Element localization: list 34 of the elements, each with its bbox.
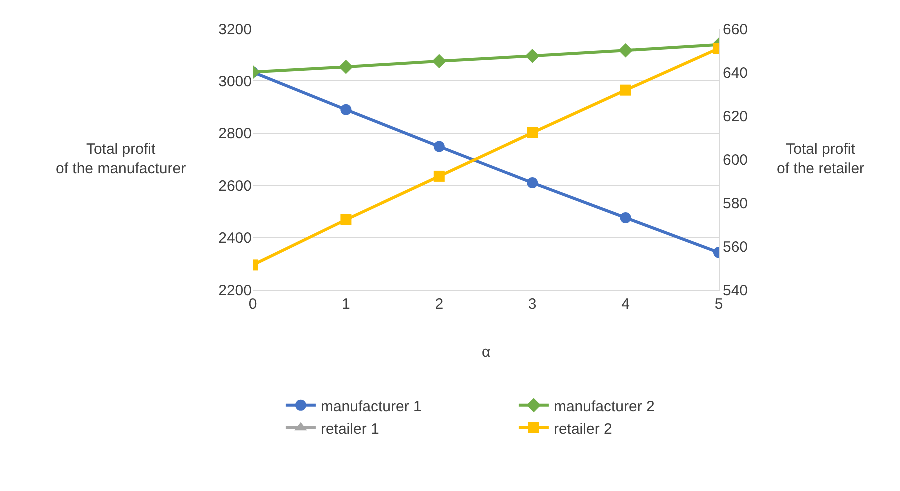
point	[618, 44, 633, 58]
point	[525, 48, 540, 64]
y-tick-label: 2600	[218, 178, 252, 195]
y2-tick-label: 600	[723, 152, 748, 169]
y2-tick-label: 640	[723, 64, 748, 82]
y2-axis-title: Total profit of the retailer	[777, 141, 865, 178]
point	[340, 104, 352, 116]
y2-tick-label: 620	[723, 108, 748, 126]
x-tick-label: 5	[714, 296, 724, 313]
x-tick-label: 2	[435, 296, 444, 313]
y-tick-label: 3000	[218, 73, 252, 90]
x-tick-label: 3	[528, 296, 537, 313]
legend-label: retailer 2	[554, 420, 612, 438]
point	[339, 60, 354, 74]
y-axis-title: Total profit of the manufacturer	[56, 141, 186, 178]
point	[527, 177, 538, 188]
legend-label: manufacturer 2	[554, 398, 655, 416]
y-tick-label: 3200	[218, 21, 252, 38]
y2-tick-label: 660	[723, 21, 748, 38]
legend-label: manufacturer 1	[320, 398, 422, 416]
y2-tick-label: 580	[723, 195, 748, 212]
y-tick-label: 2400	[218, 230, 252, 248]
y2-tick-label: 540	[723, 282, 748, 300]
y2-tick-label: 560	[723, 238, 748, 256]
y-tick-label: 2800	[218, 126, 252, 143]
point	[432, 54, 447, 69]
point	[434, 170, 445, 182]
x-tick-label: 4	[622, 296, 630, 313]
x-axis-title: α	[482, 344, 491, 361]
point	[434, 141, 445, 152]
x-tick-label: 1	[342, 296, 350, 313]
legend-label: retailer 1	[320, 420, 380, 438]
point	[620, 212, 632, 224]
point	[527, 127, 538, 138]
